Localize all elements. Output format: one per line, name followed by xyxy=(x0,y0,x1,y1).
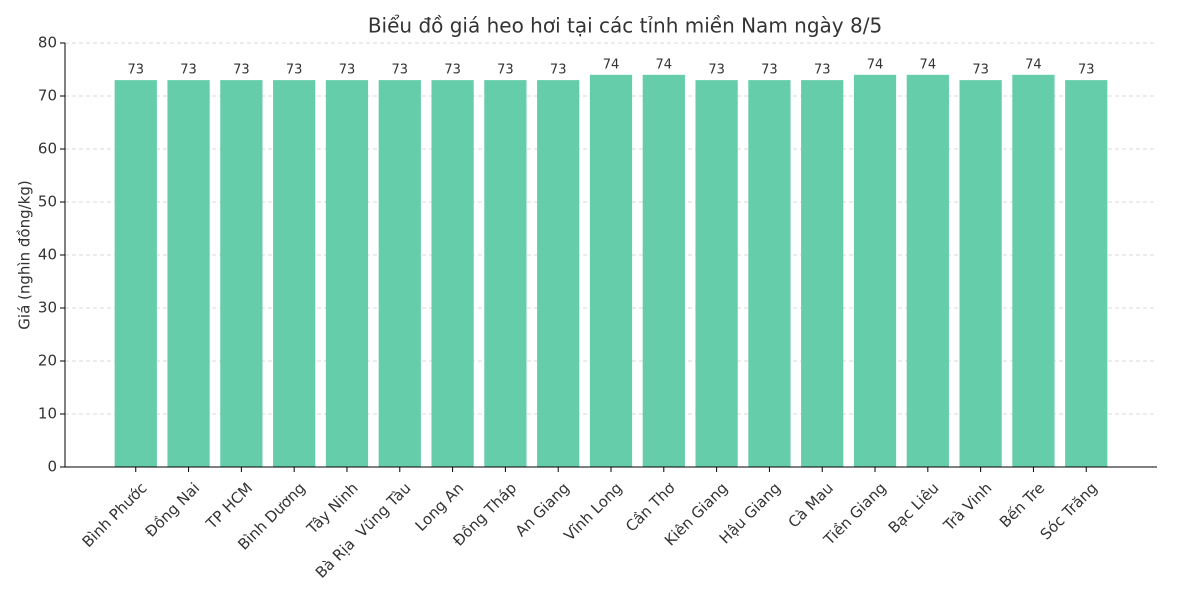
bar xyxy=(484,80,527,467)
y-axis-label: Giá (nghìn đồng/kg) xyxy=(16,180,34,329)
y-tick-label: 10 xyxy=(38,405,57,423)
bar xyxy=(431,80,474,467)
value-label: 73 xyxy=(1078,63,1095,78)
value-label: 74 xyxy=(603,57,620,72)
value-label: 73 xyxy=(180,63,197,78)
x-tick-label: Bà Rịa Vũng Tàu xyxy=(312,479,415,582)
x-tick-label: TP HCM xyxy=(202,479,256,533)
y-tick-label: 0 xyxy=(47,458,57,476)
value-label: 74 xyxy=(1025,57,1042,72)
y-tick-label: 80 xyxy=(38,34,57,52)
x-tick-label: Sóc Trăng xyxy=(1037,479,1101,543)
bar xyxy=(378,80,421,467)
x-tick-label: Vĩnh Long xyxy=(560,479,625,544)
value-label: 73 xyxy=(550,63,567,78)
value-label: 73 xyxy=(233,63,250,78)
value-label: 73 xyxy=(392,63,409,78)
value-label: 73 xyxy=(286,63,303,78)
value-label: 73 xyxy=(761,63,778,78)
value-label: 73 xyxy=(339,63,356,78)
y-tick-label: 40 xyxy=(38,246,57,264)
bar xyxy=(906,74,949,468)
bar xyxy=(695,80,738,467)
y-tick-label: 60 xyxy=(38,140,57,158)
value-label: 74 xyxy=(867,57,884,72)
chart-title: Biểu đồ giá heo hơi tại các tỉnh miền Na… xyxy=(368,14,882,38)
x-tick-label: Bạc Liêu xyxy=(885,479,943,537)
bar xyxy=(801,80,844,467)
bar xyxy=(114,80,157,467)
bar xyxy=(589,74,633,468)
bar xyxy=(220,80,263,467)
value-label: 73 xyxy=(814,63,831,78)
value-label: 73 xyxy=(444,63,461,78)
bar xyxy=(959,80,1002,467)
bar xyxy=(748,80,791,467)
value-label: 73 xyxy=(497,63,514,78)
bar xyxy=(167,80,210,467)
y-tick-label: 70 xyxy=(38,87,57,105)
x-tick-label: Cà Mau xyxy=(785,479,837,531)
x-tick-label: Trà Vinh xyxy=(939,479,995,535)
value-label: 73 xyxy=(972,63,989,78)
y-tick-label: 50 xyxy=(38,193,57,211)
value-label: 73 xyxy=(127,63,144,78)
x-tick-label: Bình Phước xyxy=(79,479,151,551)
y-tick-label: 30 xyxy=(38,299,57,317)
value-label: 74 xyxy=(656,57,673,72)
bar xyxy=(325,80,369,467)
bar xyxy=(853,74,897,468)
bar xyxy=(273,80,316,467)
value-label: 73 xyxy=(708,63,725,78)
bar xyxy=(1012,74,1055,468)
bar xyxy=(642,74,685,468)
y-tick-label: 20 xyxy=(38,352,57,370)
bar xyxy=(537,80,580,467)
x-tick-label: Bến Tre xyxy=(996,479,1048,531)
value-label: 74 xyxy=(920,57,937,72)
x-tick-label: Đồng Nai xyxy=(142,479,204,541)
bar xyxy=(1065,80,1108,467)
